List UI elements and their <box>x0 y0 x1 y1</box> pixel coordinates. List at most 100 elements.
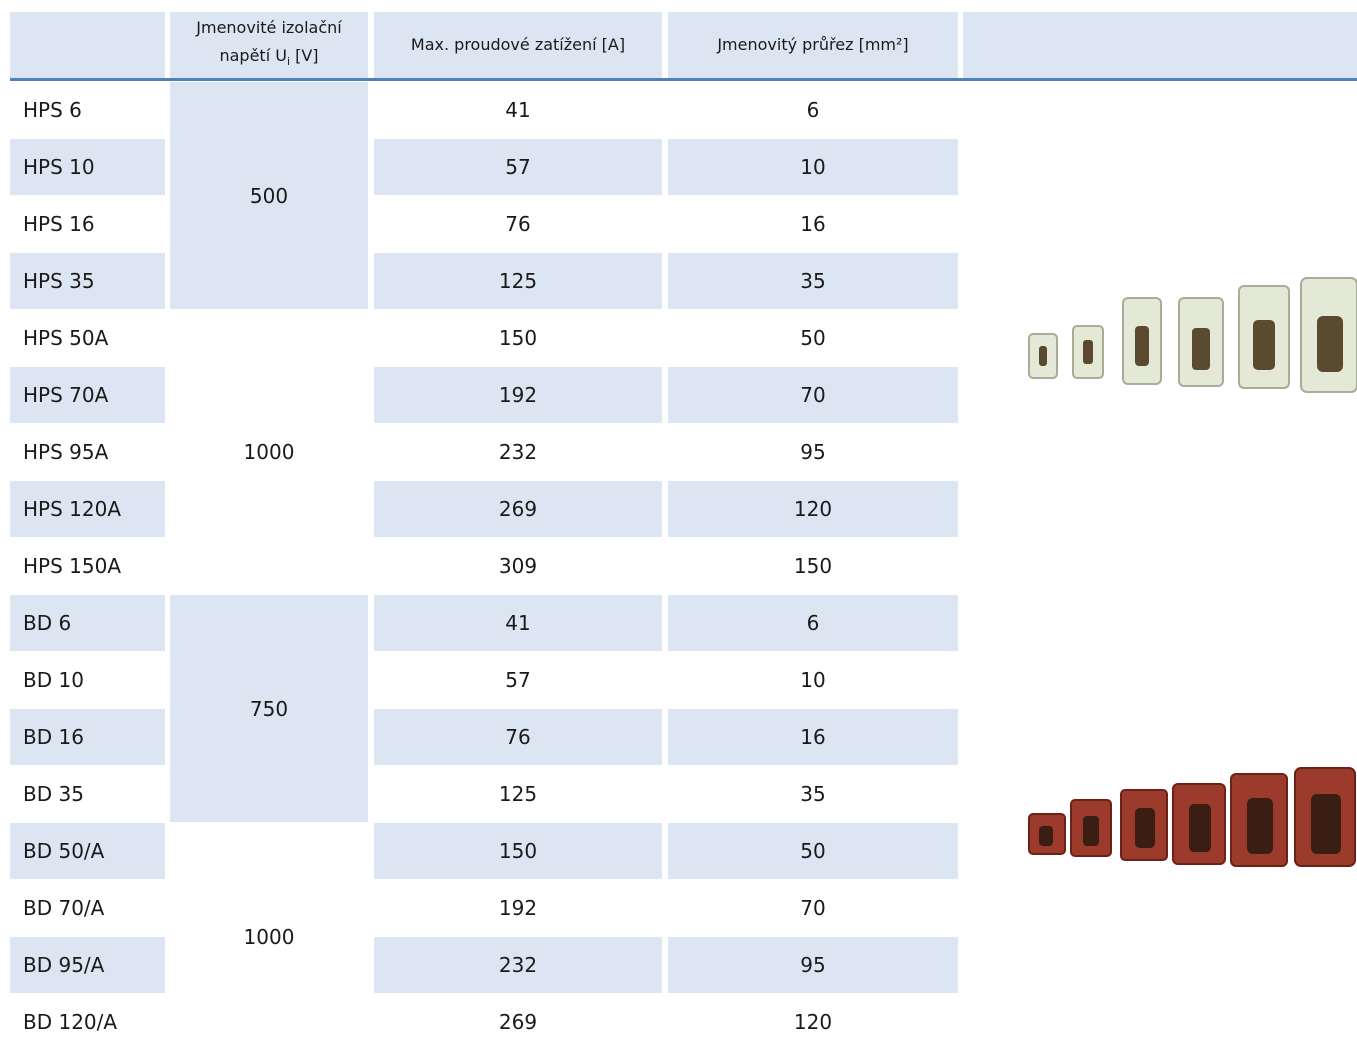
product-name: HPS 70A <box>10 367 165 423</box>
value: 6 <box>806 611 820 635</box>
value-cell: 35 <box>668 766 958 822</box>
value: 70 <box>800 383 826 407</box>
value-cell: 95 <box>668 424 958 480</box>
value: 120 <box>793 1010 833 1034</box>
subscript: i <box>286 55 290 69</box>
value-cell: 6 <box>668 595 958 651</box>
voltage: 500 <box>249 183 289 208</box>
value-cell: 150 <box>668 538 958 594</box>
voltage-cell: 1000 <box>170 823 368 1040</box>
value: 70 <box>800 896 826 920</box>
value-cell: 50 <box>668 823 958 879</box>
product-name: HPS 50A <box>23 326 109 350</box>
value: 76 <box>505 212 531 236</box>
header-text: Jmenovitý průřez [mm²] <box>717 35 909 54</box>
product-name: HPS 10 <box>23 155 95 179</box>
value: 95 <box>800 440 826 464</box>
header-text: [V] <box>290 45 319 65</box>
header-text: Jmenovité izolační napětí U <box>196 17 342 65</box>
value-cell: 16 <box>668 196 958 252</box>
value-cell: 150 <box>374 310 662 366</box>
value: 76 <box>505 725 531 749</box>
value: 41 <box>505 98 531 122</box>
product-name: BD 120/A <box>10 994 165 1040</box>
value-cell: 35 <box>668 253 958 309</box>
value-cell: 125 <box>374 253 662 309</box>
product-name: HPS 120A <box>10 481 165 537</box>
product-name: HPS 6 <box>23 98 82 122</box>
product-name: BD 10 <box>10 652 165 708</box>
value: 232 <box>498 953 538 977</box>
value-cell: 269 <box>374 481 662 537</box>
bd-product-photo <box>1028 767 1356 867</box>
product-name: HPS 16 <box>10 196 165 252</box>
header-cell <box>963 12 1357 78</box>
value-cell: 57 <box>374 139 662 195</box>
header-text: Max. proudové zatížení [A] <box>410 35 626 54</box>
value-cell: 41 <box>374 82 662 138</box>
product-name: BD 70/A <box>10 880 165 936</box>
value-cell: 6 <box>668 82 958 138</box>
product-name: BD 6 <box>23 611 72 635</box>
value: 6 <box>806 98 820 122</box>
value-cell: 10 <box>668 139 958 195</box>
value-cell: 41 <box>374 595 662 651</box>
product-name: HPS 16 <box>23 212 95 236</box>
value-cell: 57 <box>374 652 662 708</box>
value-cell: 309 <box>374 538 662 594</box>
product-name: HPS 150A <box>23 554 122 578</box>
product-name: HPS 95A <box>23 440 109 464</box>
value-cell: 120 <box>668 481 958 537</box>
product-name: HPS 35 <box>23 269 95 293</box>
product-name: BD 6 <box>10 595 165 651</box>
voltage-cell: 750 <box>170 595 368 822</box>
product-name: HPS 120A <box>23 497 122 521</box>
voltage: 1000 <box>243 924 295 949</box>
value-cell: 70 <box>668 367 958 423</box>
value: 10 <box>800 155 826 179</box>
value: 95 <box>800 953 826 977</box>
value: 192 <box>498 383 538 407</box>
product-name: BD 50/A <box>10 823 165 879</box>
voltage-cell: 1000 <box>170 310 368 594</box>
header-text: Jmenovité izolační napětí Ui [V] <box>179 14 359 76</box>
value-cell: 76 <box>374 709 662 765</box>
hps-product-photo <box>1028 277 1357 393</box>
product-name: HPS 10 <box>10 139 165 195</box>
value: 35 <box>800 782 826 806</box>
value-cell: 10 <box>668 652 958 708</box>
value-cell: 50 <box>668 310 958 366</box>
product-name: BD 16 <box>23 725 84 749</box>
header-cell: Jmenovitý průřez [mm²] <box>668 12 958 78</box>
product-name: BD 35 <box>23 782 84 806</box>
value: 125 <box>498 782 538 806</box>
value: 192 <box>498 896 538 920</box>
value-cell: 120 <box>668 994 958 1040</box>
product-name: HPS 6 <box>10 82 165 138</box>
product-name: HPS 150A <box>10 538 165 594</box>
product-name: BD 95/A <box>10 937 165 993</box>
voltage: 1000 <box>243 440 295 464</box>
value: 150 <box>793 554 833 578</box>
value: 125 <box>498 269 538 293</box>
value: 16 <box>800 725 826 749</box>
header-cell <box>10 12 165 78</box>
value: 269 <box>498 1010 538 1034</box>
value: 150 <box>498 326 538 350</box>
value-cell: 192 <box>374 880 662 936</box>
product-name: BD 70/A <box>23 896 105 920</box>
value-cell: 150 <box>374 823 662 879</box>
subscript: i <box>287 55 290 68</box>
value: 269 <box>498 497 538 521</box>
value: 50 <box>800 326 826 350</box>
value: 10 <box>800 668 826 692</box>
product-name: BD 10 <box>23 668 84 692</box>
value: 50 <box>800 839 826 863</box>
product-name: BD 95/A <box>23 953 105 977</box>
product-name: BD 16 <box>10 709 165 765</box>
value-cell: 76 <box>374 196 662 252</box>
product-name: HPS 35 <box>10 253 165 309</box>
value-cell: 269 <box>374 994 662 1040</box>
value-cell: 232 <box>374 424 662 480</box>
